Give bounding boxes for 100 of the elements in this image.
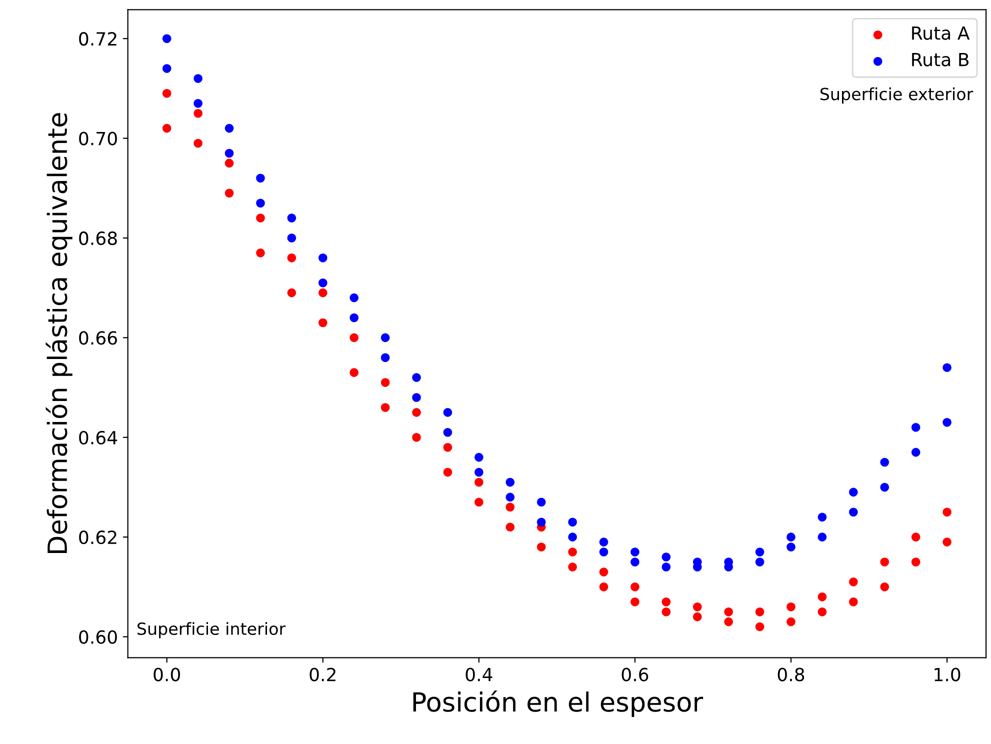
point xyxy=(224,188,234,198)
point xyxy=(786,617,796,626)
point xyxy=(162,64,172,73)
point xyxy=(630,548,640,556)
y-tick-label: 0.72 xyxy=(79,32,116,46)
point xyxy=(755,622,764,632)
point xyxy=(350,313,358,322)
point xyxy=(318,254,328,262)
point xyxy=(443,428,452,437)
point xyxy=(724,617,733,626)
point xyxy=(849,508,858,517)
point xyxy=(162,89,172,98)
point xyxy=(318,288,328,298)
y-tick-label: 0.68 xyxy=(79,231,117,246)
point xyxy=(662,607,671,616)
point xyxy=(849,578,858,586)
point xyxy=(287,214,296,222)
point xyxy=(911,423,920,432)
legend-label: Ruta A xyxy=(912,26,970,40)
point xyxy=(536,518,546,526)
point xyxy=(474,498,484,507)
point xyxy=(786,532,796,542)
point xyxy=(194,138,202,148)
point xyxy=(911,532,920,542)
point xyxy=(599,582,608,592)
point xyxy=(599,548,608,556)
y-tick-label: 0.62 xyxy=(79,530,116,544)
point xyxy=(818,607,827,616)
point xyxy=(630,597,640,606)
point xyxy=(318,318,328,328)
point xyxy=(755,548,764,556)
point xyxy=(194,74,202,83)
point xyxy=(380,403,390,412)
x-tick-label: 1.0 xyxy=(934,668,960,682)
point xyxy=(412,393,421,402)
point xyxy=(256,174,265,183)
point xyxy=(380,378,390,387)
point xyxy=(536,542,546,552)
point xyxy=(880,458,890,467)
point xyxy=(599,568,608,576)
point xyxy=(506,522,515,532)
point xyxy=(224,124,234,133)
point xyxy=(599,538,608,546)
point xyxy=(692,602,702,612)
point xyxy=(755,558,764,566)
point xyxy=(942,508,952,517)
point xyxy=(911,558,920,566)
x-tick-label: 0.2 xyxy=(310,668,336,682)
point xyxy=(818,592,827,602)
point xyxy=(942,418,952,427)
point xyxy=(287,254,296,262)
point xyxy=(412,432,421,442)
point xyxy=(412,373,421,382)
point xyxy=(350,333,358,342)
point xyxy=(162,34,172,43)
point xyxy=(849,488,858,497)
annotation: Superficie exterior xyxy=(820,87,974,104)
y-axis-title: Deformación plástica equivalente xyxy=(46,113,72,553)
point xyxy=(256,248,265,258)
legend-label: Ruta B xyxy=(912,52,969,66)
point xyxy=(662,552,671,562)
point xyxy=(536,498,546,507)
point xyxy=(350,368,358,377)
x-axis-title: Posición en el espesor xyxy=(413,690,704,718)
point xyxy=(630,582,640,592)
point xyxy=(568,548,577,556)
x-tick-label: 0.8 xyxy=(778,668,804,682)
x-tick-label: 0.6 xyxy=(622,668,648,682)
point xyxy=(256,198,265,208)
point xyxy=(474,468,484,477)
point xyxy=(443,408,452,417)
point xyxy=(849,597,858,606)
point xyxy=(786,602,796,612)
point xyxy=(880,558,890,566)
point xyxy=(287,234,296,242)
y-tick-label: 0.64 xyxy=(79,430,118,444)
point xyxy=(818,512,827,522)
point xyxy=(692,612,702,622)
point xyxy=(942,538,952,546)
point xyxy=(412,408,421,417)
point xyxy=(162,124,172,133)
point xyxy=(224,158,234,168)
point xyxy=(380,353,390,362)
annotation: Superficie interior xyxy=(138,622,286,638)
y-tick-label: 0.60 xyxy=(79,630,117,644)
point xyxy=(474,452,484,462)
point xyxy=(724,607,733,616)
point xyxy=(942,363,952,372)
point xyxy=(662,597,671,606)
point xyxy=(755,607,764,616)
point xyxy=(256,214,265,222)
point xyxy=(350,293,358,302)
point xyxy=(194,108,202,118)
x-tick-label: 0.4 xyxy=(466,668,492,682)
y-tick-label: 0.70 xyxy=(79,132,117,146)
point xyxy=(880,482,890,492)
point xyxy=(506,502,515,512)
point xyxy=(506,492,515,502)
point xyxy=(568,532,577,542)
point xyxy=(662,562,671,572)
